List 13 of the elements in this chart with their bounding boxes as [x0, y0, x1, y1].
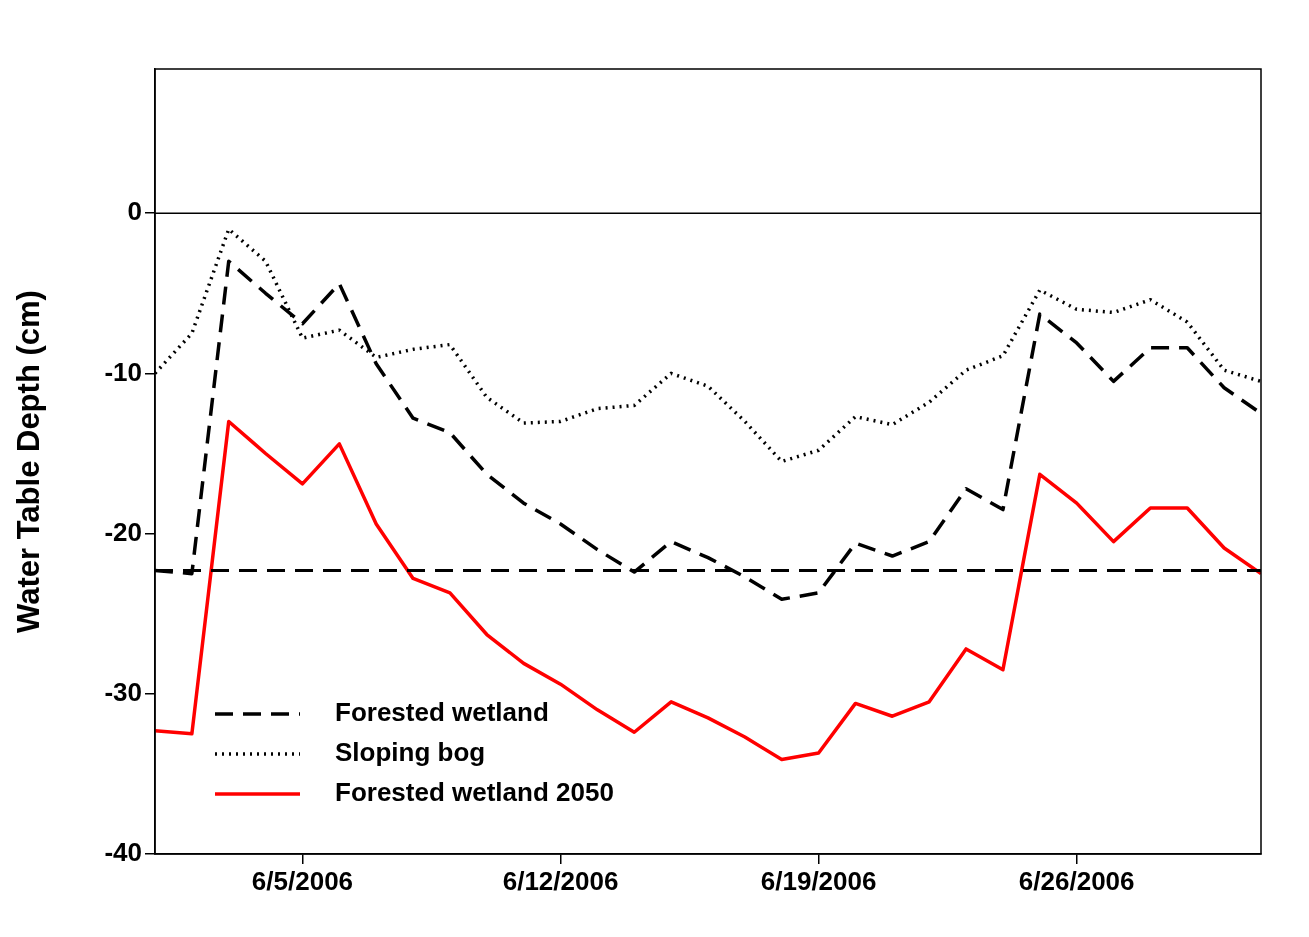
x-tick-label: 6/5/2006: [251, 865, 354, 896]
y-tick-label: -10: [104, 356, 142, 387]
x-tick-label: 6/19/2006: [760, 865, 877, 896]
legend-label: Forested wetland: [335, 697, 549, 728]
x-tick-label: 6/12/2006: [502, 865, 619, 896]
y-axis-title: Water Table Depth (cm): [11, 290, 47, 633]
y-tick-label: -20: [104, 516, 142, 547]
legend-label: Sloping bog: [335, 737, 486, 768]
y-tick-label: -40: [104, 837, 142, 868]
y-tick-label: 0: [127, 196, 142, 227]
x-tick-label: 6/26/2006: [1018, 865, 1135, 896]
legend-label: Forested wetland 2050: [335, 777, 614, 808]
y-tick-label: -30: [104, 676, 142, 707]
